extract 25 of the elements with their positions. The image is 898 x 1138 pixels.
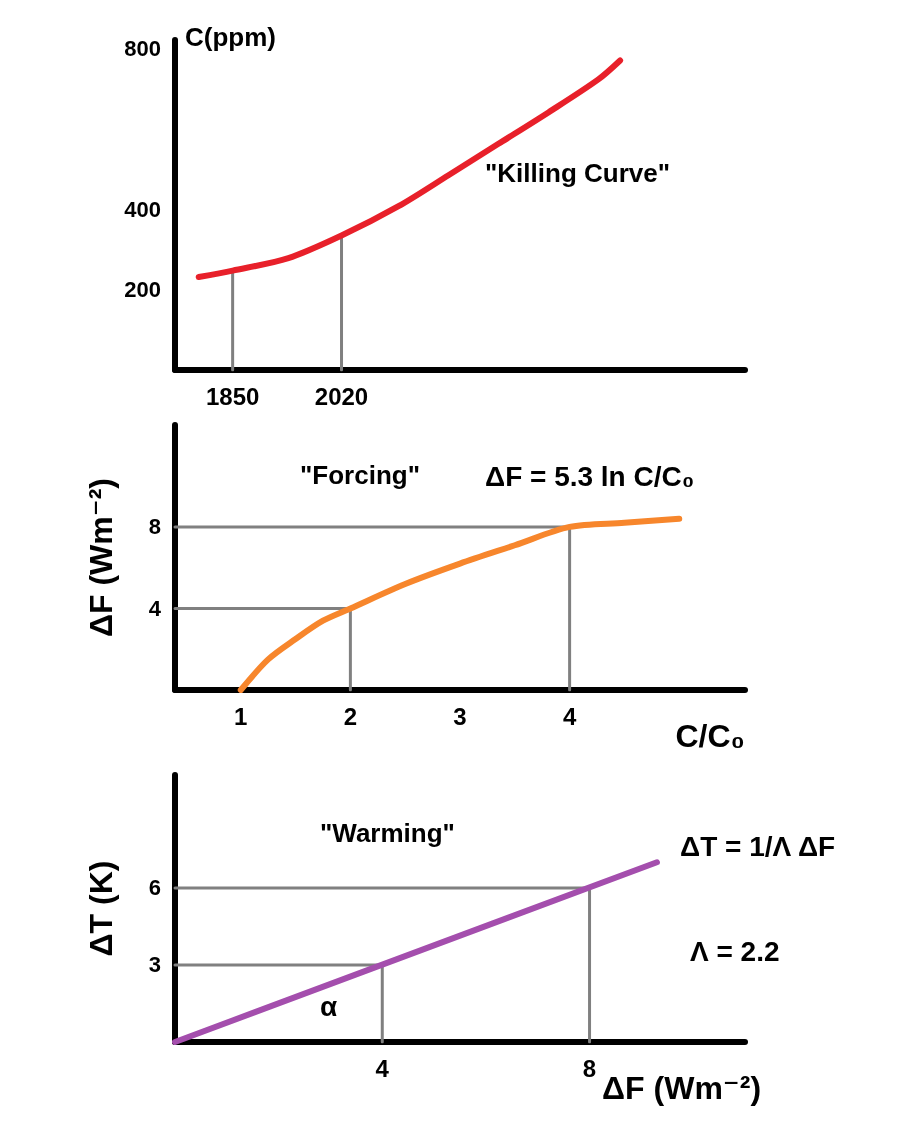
annotation: "Warming" — [320, 818, 455, 848]
x-tick-label: 2020 — [314, 382, 369, 410]
x-tick-label: 1850 — [205, 382, 260, 410]
y-tick-label: 200 — [124, 277, 161, 303]
y-tick-label: 8 — [148, 514, 161, 540]
x-tick-label: 1 — [234, 702, 248, 730]
x-axis-title: C/C₀ — [675, 718, 745, 754]
y-tick-label: 800 — [124, 35, 161, 61]
y-tick-label: 4 — [148, 595, 162, 621]
annotation: ΔT = 1/Λ ΔF — [680, 830, 836, 862]
x-axis-title: ΔF (Wm⁻²) — [602, 1070, 762, 1106]
y-axis-title: ΔT (K) — [83, 860, 119, 957]
y-axis-title: ΔF (Wm⁻²) — [83, 478, 119, 637]
y-tick-label: 400 — [124, 196, 161, 222]
y-axis-title: C(ppm) — [185, 22, 276, 52]
annotation: α — [320, 990, 338, 1022]
x-tick-label: 4 — [562, 702, 577, 730]
y-tick-label: 3 — [148, 952, 161, 978]
annotation: "Forcing" — [300, 460, 420, 490]
x-tick-label: 3 — [453, 702, 467, 730]
x-tick-label: 2 — [343, 702, 358, 730]
annotation: "Killing Curve" — [485, 158, 671, 188]
annotation: Λ = 2.2 — [690, 935, 780, 967]
y-tick-label: 6 — [148, 875, 161, 901]
annotation: ΔF = 5.3 ln C/C₀ — [485, 460, 695, 492]
